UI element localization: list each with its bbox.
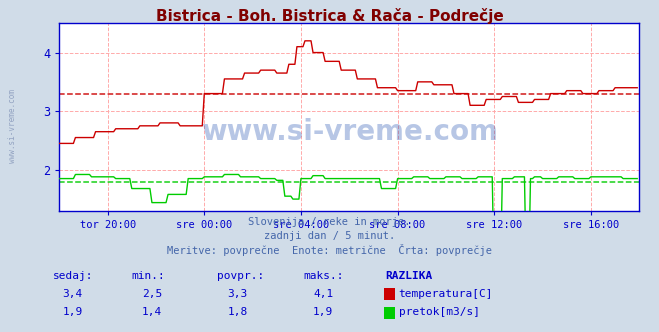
Text: 1,9: 1,9 xyxy=(63,307,83,317)
Text: pretok[m3/s]: pretok[m3/s] xyxy=(399,307,480,317)
Text: RAZLIKA: RAZLIKA xyxy=(386,271,433,281)
Text: www.si-vreme.com: www.si-vreme.com xyxy=(201,118,498,146)
Text: temperatura[C]: temperatura[C] xyxy=(399,289,493,299)
Text: www.si-vreme.com: www.si-vreme.com xyxy=(8,89,17,163)
Text: 1,9: 1,9 xyxy=(313,307,333,317)
Text: povpr.:: povpr.: xyxy=(217,271,265,281)
Text: 3,4: 3,4 xyxy=(63,289,83,299)
Text: 4,1: 4,1 xyxy=(313,289,333,299)
Text: 1,8: 1,8 xyxy=(227,307,248,317)
Text: 2,5: 2,5 xyxy=(142,289,162,299)
Text: Slovenija / reke in morje.: Slovenija / reke in morje. xyxy=(248,217,411,227)
Text: Meritve: povprečne  Enote: metrične  Črta: povprečje: Meritve: povprečne Enote: metrične Črta:… xyxy=(167,244,492,256)
Text: 1,4: 1,4 xyxy=(142,307,162,317)
Text: sedaj:: sedaj: xyxy=(53,271,93,281)
Text: maks.:: maks.: xyxy=(303,271,343,281)
Text: zadnji dan / 5 minut.: zadnji dan / 5 minut. xyxy=(264,231,395,241)
Text: Bistrica - Boh. Bistrica & Rača - Podrečje: Bistrica - Boh. Bistrica & Rača - Podreč… xyxy=(156,8,503,24)
Text: min.:: min.: xyxy=(132,271,165,281)
Text: 3,3: 3,3 xyxy=(227,289,248,299)
